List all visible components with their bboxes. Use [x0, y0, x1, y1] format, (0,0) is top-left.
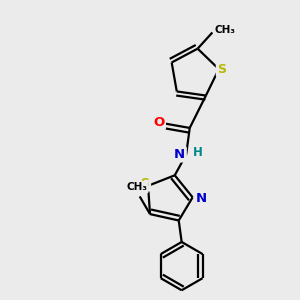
Text: O: O: [153, 116, 164, 128]
Text: H: H: [192, 146, 202, 159]
Text: CH₃: CH₃: [126, 182, 147, 192]
Text: N: N: [174, 148, 185, 161]
Text: N: N: [195, 192, 206, 205]
Text: S: S: [217, 63, 226, 76]
Text: CH₃: CH₃: [214, 25, 235, 34]
Text: S: S: [141, 177, 150, 190]
